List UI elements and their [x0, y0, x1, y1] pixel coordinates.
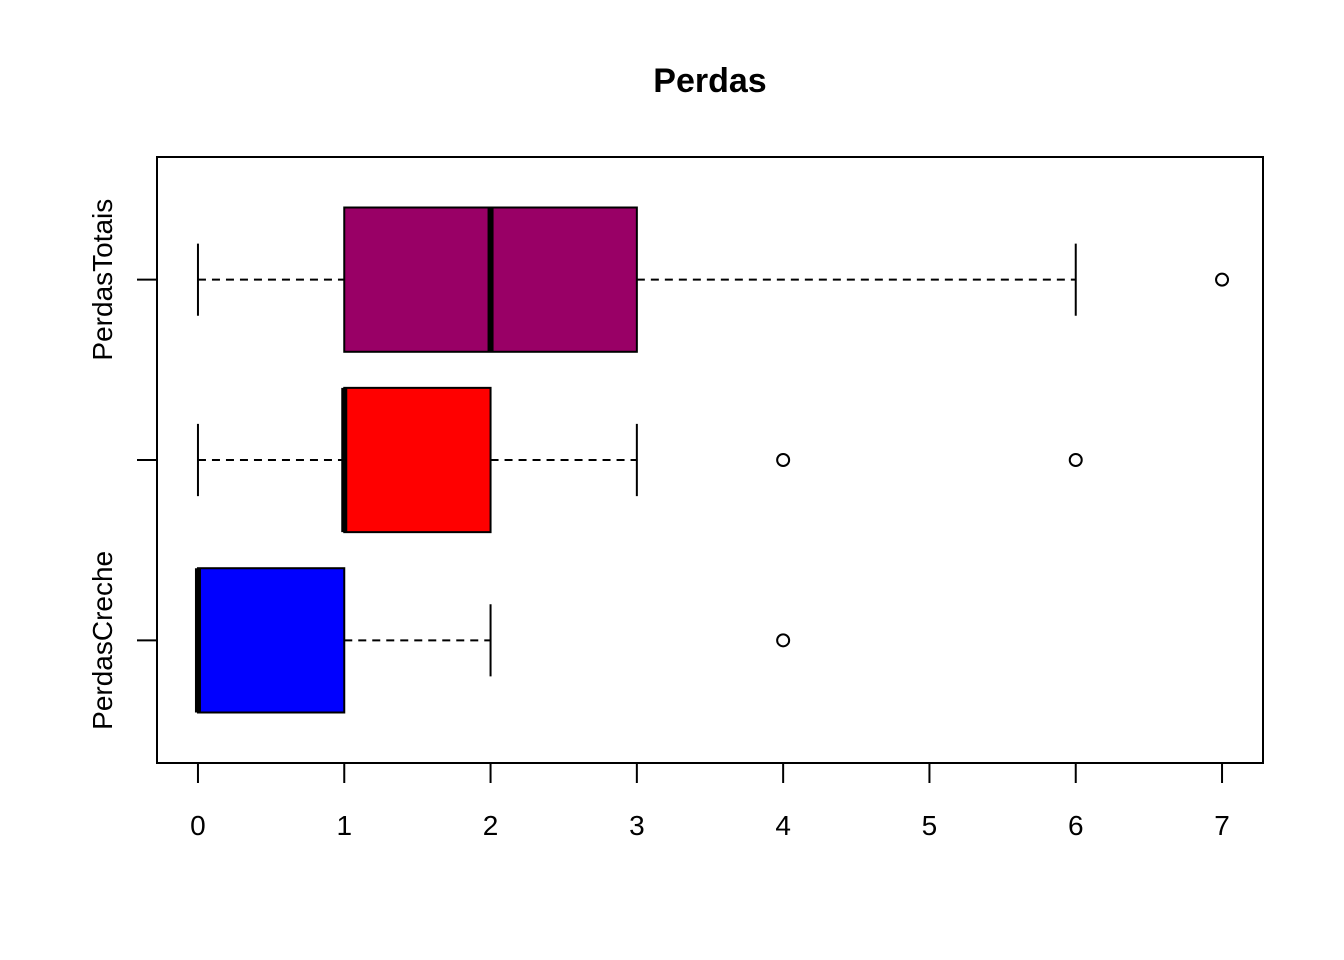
x-tick-label: 4 — [775, 810, 791, 841]
y-tick-label: PerdasCreche — [87, 551, 118, 730]
box-PerdasCreche — [194, 567, 791, 714]
x-tick-label: 2 — [483, 810, 499, 841]
outlier-point — [776, 453, 791, 467]
x-tick-label: 6 — [1068, 810, 1084, 841]
x-axis: 0 1 2 3 4 5 6 7 — [190, 762, 1230, 841]
x-tick-label: 3 — [629, 810, 645, 841]
iqr-box — [196, 567, 346, 714]
outlier-point — [776, 633, 791, 648]
y-axis: PerdasCreche PerdasTotais — [87, 199, 158, 730]
x-tick-label: 5 — [922, 810, 938, 841]
outlier-point — [1068, 453, 1083, 467]
y-tick-label: PerdasTotais — [87, 199, 118, 361]
boxes — [194, 206, 1230, 714]
chart-title: Perdas — [653, 62, 766, 100]
x-tick-label: 1 — [336, 810, 352, 841]
outlier-point — [1215, 272, 1230, 287]
box-PerdasTotais — [196, 206, 1230, 353]
box-series-2 — [196, 386, 1083, 534]
iqr-box — [343, 386, 492, 534]
x-tick-label: 7 — [1214, 810, 1230, 841]
x-tick-label: 0 — [190, 810, 206, 841]
